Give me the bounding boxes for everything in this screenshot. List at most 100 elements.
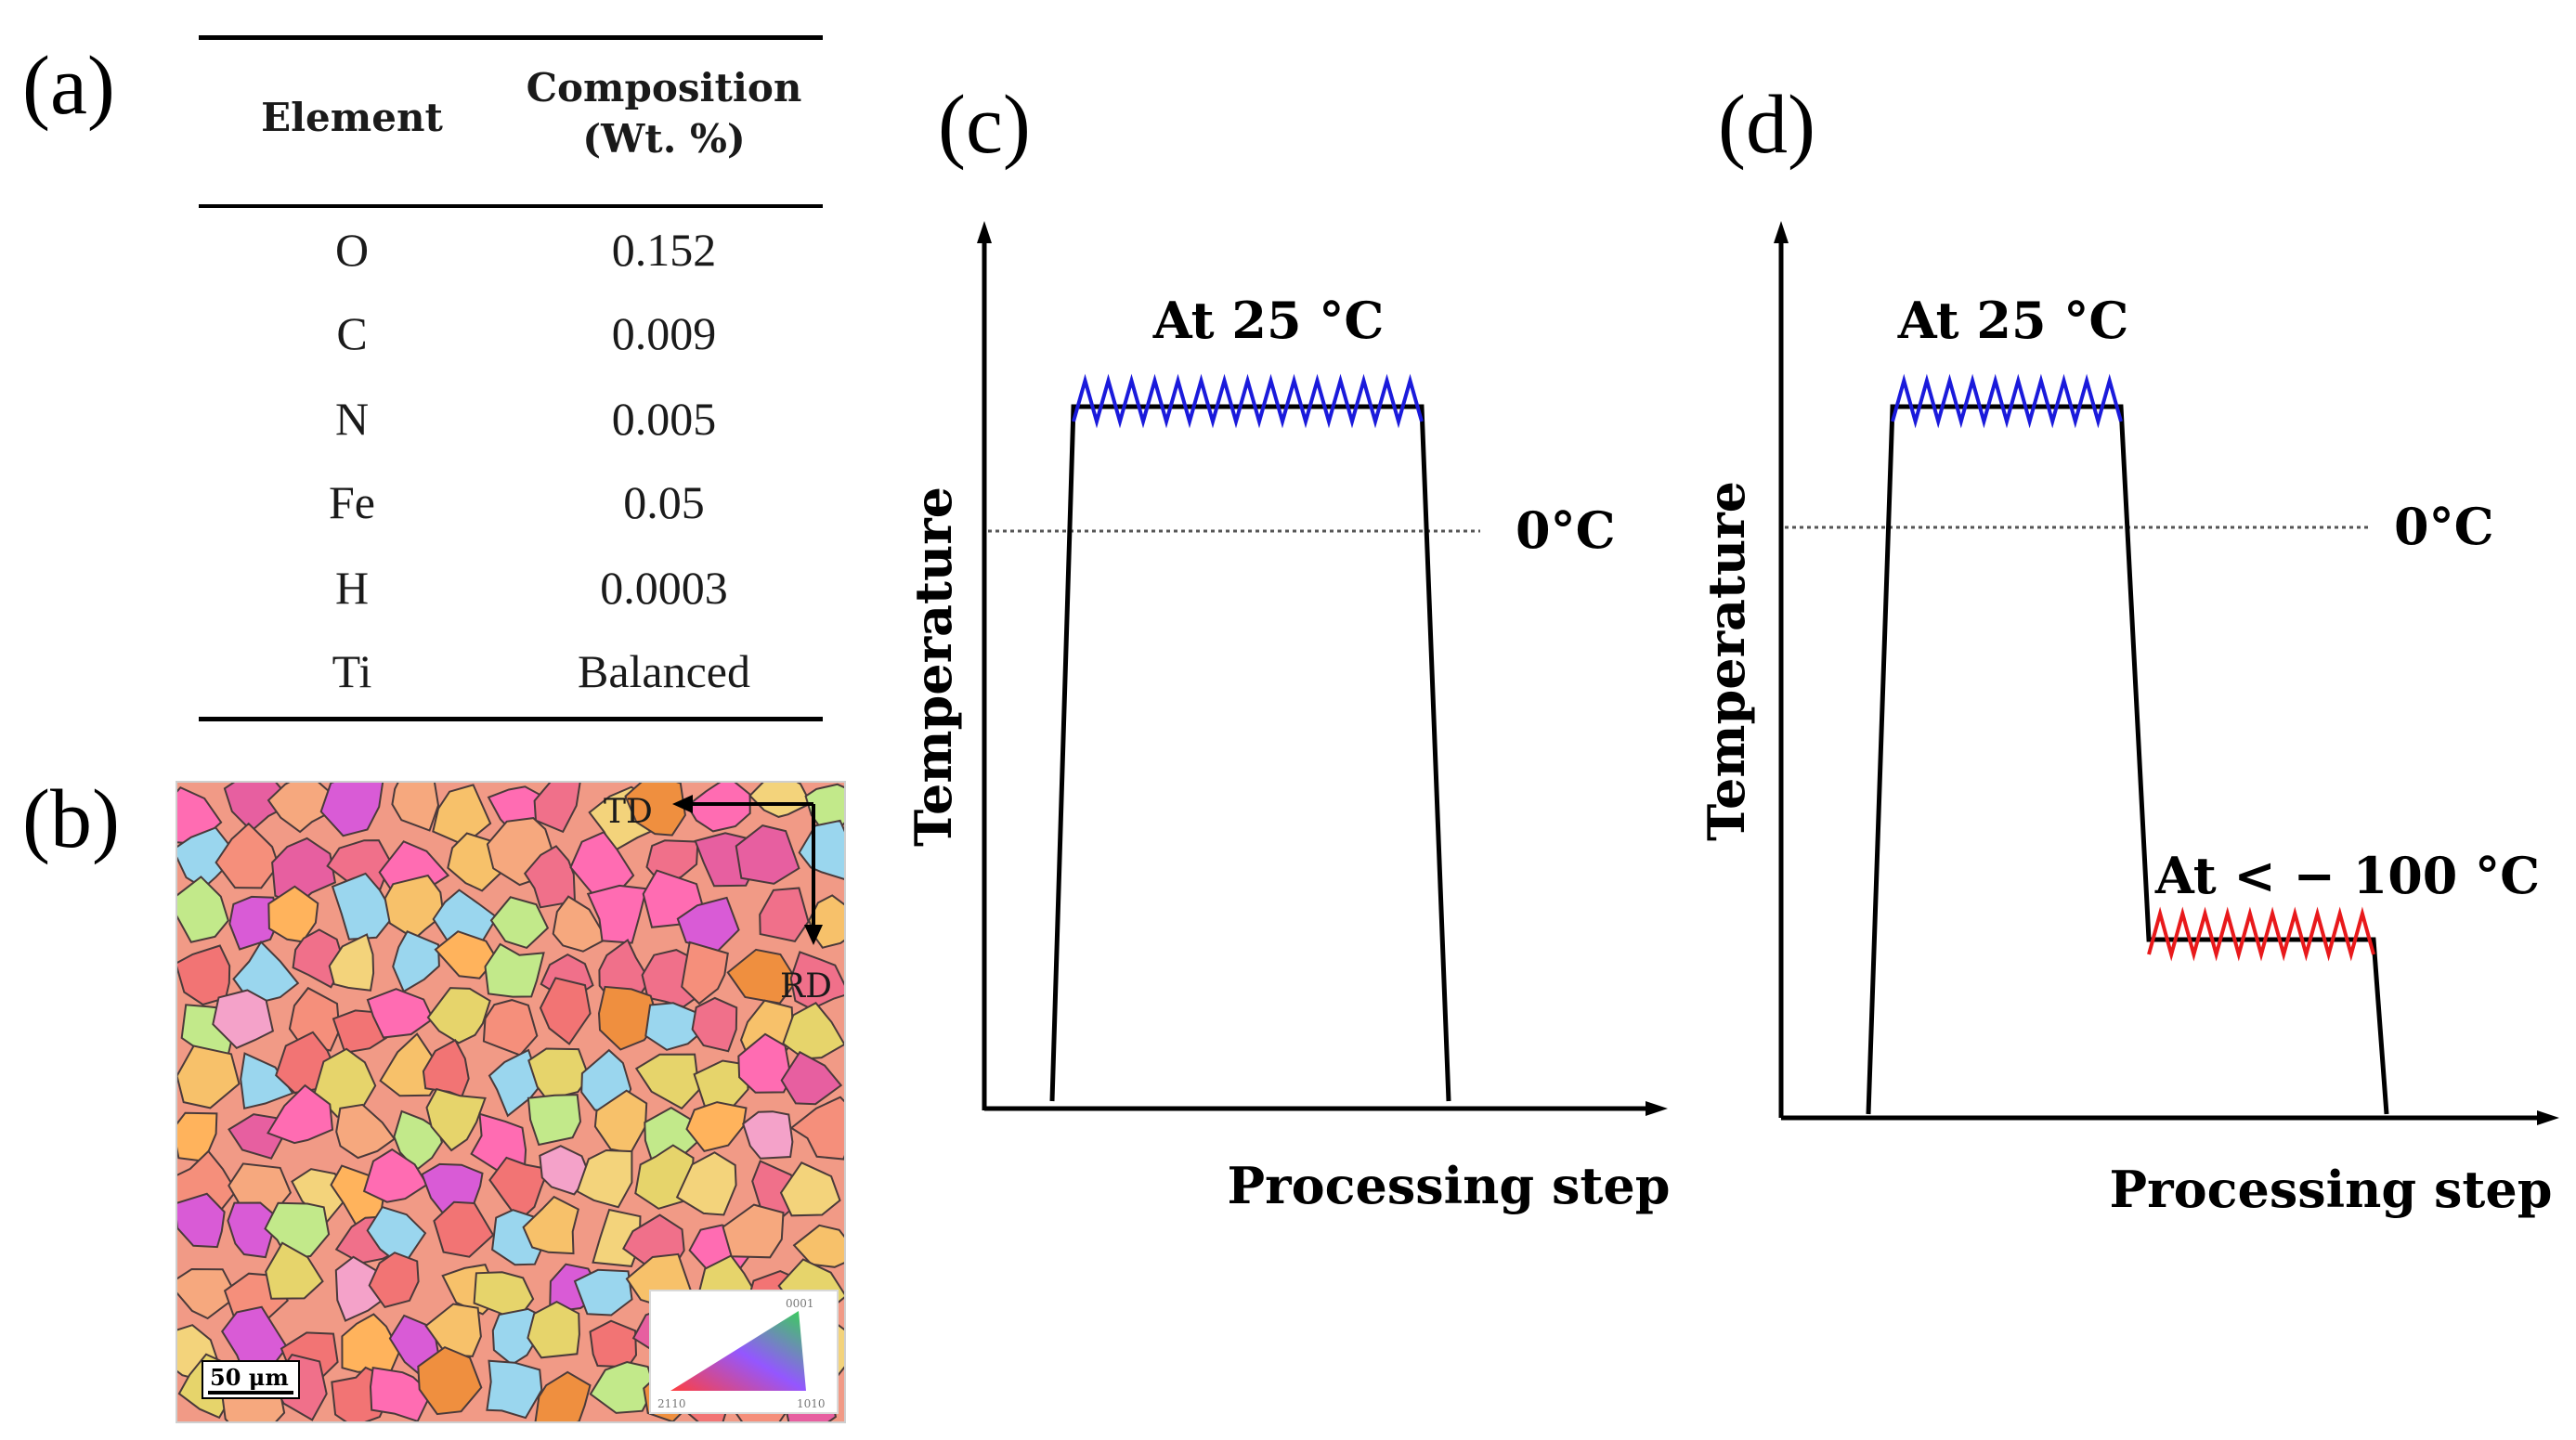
grain: [434, 930, 498, 979]
chart-d-y-arrowhead: [1774, 221, 1789, 243]
scale-bar-label: 50 μm: [210, 1364, 289, 1391]
ipf-key-label: 0001: [786, 1297, 814, 1310]
grain: [527, 1300, 580, 1359]
grain: [573, 1268, 633, 1317]
table-cell-value: Balanced: [577, 645, 750, 697]
chart-c-annotation-hold: At 25 °C: [1152, 291, 1385, 350]
grain: [265, 1241, 324, 1300]
grain: [534, 1370, 592, 1422]
td-label: TD: [604, 793, 653, 831]
grain: [722, 1203, 785, 1259]
micrograph-frame: [176, 781, 846, 1423]
grain: [176, 826, 232, 889]
grain: [634, 1053, 700, 1110]
grain: [589, 1360, 656, 1414]
table-cell-value: 0.009: [611, 307, 717, 359]
panel-label-d: (d): [1718, 79, 1815, 171]
grain: [227, 1201, 275, 1259]
grain: [675, 1151, 737, 1216]
td-arrowhead: [672, 795, 693, 813]
grain: [691, 996, 738, 1053]
grain: [782, 1002, 845, 1060]
grain: [176, 876, 229, 943]
grain: [331, 872, 396, 941]
grain: [533, 782, 581, 834]
grain: [433, 1200, 495, 1258]
panel-label-c: (c): [938, 79, 1031, 171]
grain: [417, 1345, 483, 1416]
chart-d-hold-oscillation-room: [1891, 373, 2123, 429]
grain: [426, 987, 491, 1044]
grain: [484, 942, 545, 998]
grain: [240, 1052, 294, 1110]
grain: [215, 822, 280, 889]
grain: [681, 941, 729, 1005]
grain: [759, 887, 810, 943]
table-cell-value: 0.05: [623, 476, 705, 528]
grain: [366, 988, 435, 1039]
table-cell-element: N: [334, 393, 370, 445]
grain: [735, 824, 800, 885]
table-bottom-rule: [199, 717, 823, 721]
grain: [267, 1083, 334, 1145]
chart-c-y-label: Temperature: [904, 486, 963, 847]
grain: [362, 1148, 429, 1203]
grain: [212, 989, 275, 1049]
chart-d-x-arrowhead: [2537, 1110, 2559, 1125]
grain: [228, 895, 280, 951]
grain: [176, 1192, 226, 1249]
grain: [742, 1110, 794, 1160]
grain: [522, 1195, 579, 1255]
rd-arrowhead: [804, 925, 823, 945]
grain: [737, 1032, 792, 1094]
header-composition: Composition (Wt. %): [505, 63, 823, 164]
chart-d-x-label: Processing step: [2110, 1160, 2553, 1219]
header-composition-line2: (Wt. %): [582, 115, 746, 162]
grain: [176, 1267, 239, 1320]
grain: [798, 819, 845, 881]
grain: [597, 985, 659, 1051]
grain: [328, 933, 375, 992]
grain: [748, 782, 813, 818]
chart-d-annotation-hold-cryo: At < − 100 °C: [2154, 846, 2540, 905]
grain: [368, 1252, 420, 1309]
grain: [779, 1161, 841, 1217]
grain: [369, 1366, 433, 1422]
chart-c-hold-oscillation: [1072, 373, 1424, 429]
chart-c-process-line: [1049, 404, 1451, 1102]
grain: [576, 1148, 633, 1209]
grain: [539, 977, 592, 1045]
grain: [527, 1094, 582, 1147]
grain: [335, 1103, 397, 1160]
table-header-rule: [199, 204, 823, 208]
grain: [267, 782, 336, 834]
header-element: Element: [261, 95, 443, 140]
chart-d-y-label: Temperature: [1697, 481, 1756, 841]
table-cell-element: C: [336, 307, 368, 359]
grain: [232, 940, 300, 1005]
chart-d-process-line: [1866, 404, 2389, 1115]
chart-d-zero-label: 0°C: [2394, 497, 2494, 556]
chart-c-x-arrowhead: [1646, 1101, 1668, 1116]
table-cell-element: H: [334, 562, 370, 614]
grain: [424, 1303, 482, 1357]
chart-d-hold-oscillation-cryo: [2147, 906, 2375, 962]
table-cell-element: Fe: [329, 476, 375, 528]
grain: [319, 782, 384, 837]
ipf-key-label: 1010: [797, 1397, 826, 1410]
table-cell-value: 0.0003: [600, 562, 728, 614]
table-cell-element: O: [334, 224, 370, 276]
chart-d-annotation-hold-room: At 25 °C: [1897, 291, 2129, 350]
grain: [644, 1002, 704, 1051]
table-top-rule: [199, 35, 823, 40]
grain: [539, 1145, 591, 1196]
table-cell-value: 0.152: [611, 224, 717, 276]
header-composition-line1: Composition: [526, 65, 802, 110]
grain: [789, 1096, 845, 1161]
chart-c-x-label: Processing step: [1228, 1156, 1671, 1215]
grain: [792, 1224, 845, 1268]
